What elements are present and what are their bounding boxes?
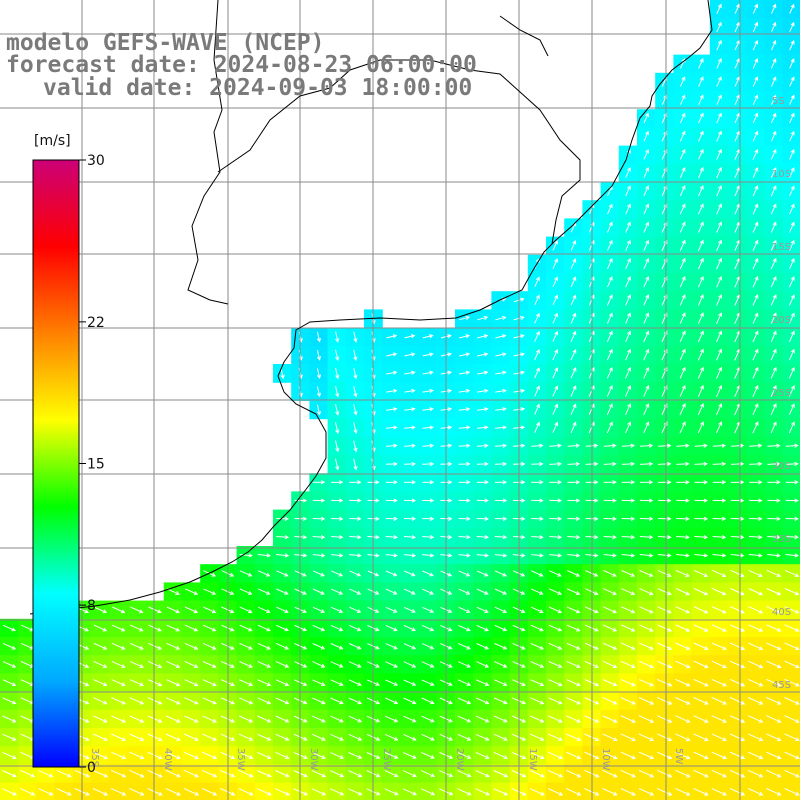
latitude-label: 10S <box>772 169 791 180</box>
longitude-label: 5W <box>673 748 684 764</box>
longitude-label: 10W <box>600 748 611 771</box>
colorbar-tick-label: 15 <box>87 457 105 473</box>
colorbar-tick-label: 0 <box>87 760 96 776</box>
colorbar-tick-label: 30 <box>87 153 105 169</box>
colorbar-unit: [m/s] <box>33 133 72 149</box>
colorbar-tick-label: 22 <box>87 315 105 331</box>
valid-date: valid date: 2024-09-03 18:00:00 <box>43 77 472 100</box>
longitude-label: 30W <box>308 748 319 771</box>
latitude-label: 45S <box>772 680 791 691</box>
colorbar-gradient <box>33 160 79 767</box>
longitude-label: 35W <box>235 748 246 771</box>
latitude-label: 5S <box>772 96 785 107</box>
latitude-label: 25S <box>772 388 791 399</box>
forecast-date: forecast date: 2024-08-23 06:00:00 <box>6 54 477 77</box>
longitude-label: 20W <box>454 748 465 771</box>
latitude-label: 40S <box>772 607 791 618</box>
latitude-label: 20S <box>772 315 791 326</box>
longitude-label: 15W <box>527 748 538 771</box>
colorbar-tick-label: 8 <box>87 598 96 614</box>
latitude-label: 30S <box>772 461 791 472</box>
longitude-label: 25W <box>381 748 392 771</box>
latitude-label: 35S <box>772 534 791 545</box>
longitude-label: 40W <box>162 748 173 771</box>
latitude-label: 15S <box>772 242 791 253</box>
